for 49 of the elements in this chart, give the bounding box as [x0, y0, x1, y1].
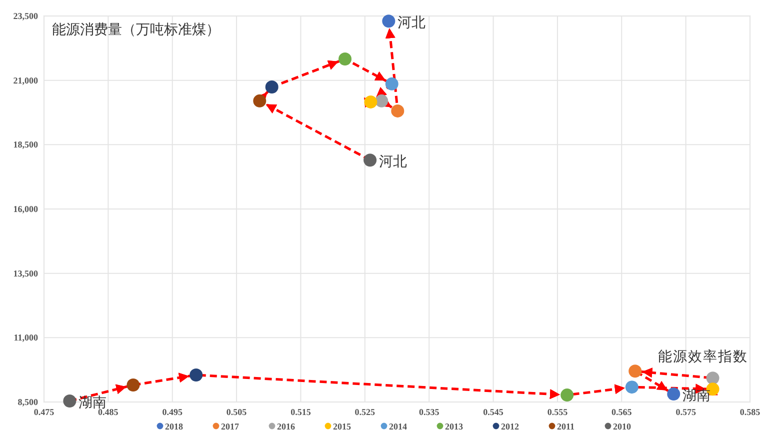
y-tick-label: 16,000 — [13, 204, 38, 214]
y-tick-label: 18,500 — [13, 140, 38, 150]
point — [385, 77, 398, 90]
y-tick-label: 23,500 — [13, 11, 38, 21]
x-axis-title: 能源效率指数 — [658, 349, 748, 365]
x-tick-label: 0.535 — [418, 407, 440, 417]
y-axis-title: 能源消费量（万吨标准煤） — [52, 22, 220, 38]
point — [338, 52, 352, 66]
point — [667, 388, 680, 401]
legend-label: 2015 — [333, 422, 352, 432]
y-tick-label: 8,500 — [18, 397, 38, 407]
point — [382, 14, 396, 28]
y-tick-label: 21,000 — [13, 75, 38, 86]
annotation: 河北 — [379, 154, 408, 170]
x-tick-label: 0.555 — [547, 407, 568, 417]
y-tick-label: 13,500 — [13, 268, 38, 278]
x-tick-label: 0.565 — [612, 407, 632, 417]
annotation: 河北 — [398, 15, 426, 32]
y-tick-label: 11,000 — [14, 332, 38, 343]
point — [625, 380, 638, 394]
annotation: 湖南 — [682, 388, 711, 404]
point — [63, 394, 76, 408]
point — [391, 104, 404, 118]
x-tick-label: 0.495 — [162, 407, 183, 417]
legend-label: 2010 — [613, 422, 632, 432]
x-tick-label: 0.515 — [290, 407, 312, 417]
legend-label: 2014 — [389, 422, 408, 432]
point — [364, 154, 377, 167]
point — [560, 388, 574, 402]
legend-label: 2016 — [277, 422, 296, 432]
point — [265, 80, 278, 94]
x-tick-label: 0.475 — [34, 407, 55, 417]
x-tick-label: 0.545 — [483, 407, 504, 417]
legend-label: 2017 — [221, 422, 240, 432]
point — [375, 94, 388, 108]
legend-label: 2012 — [501, 422, 520, 432]
legend-label: 2011 — [557, 422, 576, 432]
point — [706, 372, 720, 385]
x-tick-label: 0.575 — [676, 407, 696, 417]
point — [364, 95, 378, 108]
point — [190, 368, 203, 382]
x-tick-label: 0.505 — [226, 407, 248, 417]
legend-label: 2018 — [165, 422, 184, 432]
point — [628, 364, 642, 378]
legend-label: 2013 — [445, 422, 464, 432]
point — [253, 94, 266, 108]
x-tick-label: 0.585 — [740, 407, 761, 417]
x-tick-label: 0.525 — [354, 407, 376, 417]
point — [126, 378, 140, 392]
